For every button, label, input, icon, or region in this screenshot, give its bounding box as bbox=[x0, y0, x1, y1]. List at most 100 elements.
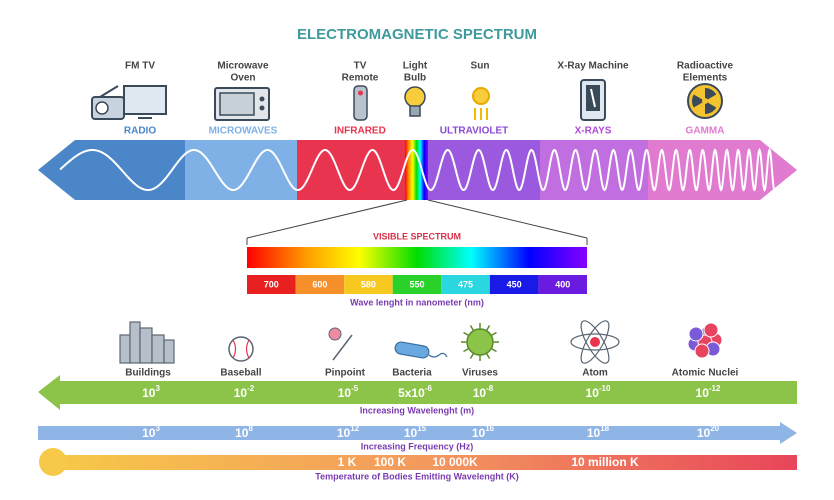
temperature-bar bbox=[50, 455, 797, 470]
source-label: Bulb bbox=[404, 73, 426, 84]
radiation-blade bbox=[705, 101, 717, 114]
frequency-value-base: 10 bbox=[142, 426, 156, 440]
atom-orbit bbox=[580, 320, 610, 364]
temperature-caption: Temperature of Bodies Emitting Wavelengh… bbox=[315, 471, 519, 481]
source-label: Light bbox=[403, 61, 428, 72]
building bbox=[151, 334, 165, 364]
object-label: Buildings bbox=[125, 368, 171, 379]
bulb-base bbox=[409, 105, 421, 117]
frequency-value-base: 10 bbox=[697, 426, 711, 440]
band-label: MICROWAVES bbox=[209, 126, 278, 137]
frequency-value-exponent: 8 bbox=[248, 424, 253, 433]
radiation-blade bbox=[705, 88, 717, 101]
band-label: ULTRAVIOLET bbox=[440, 126, 509, 137]
source-label: Microwave bbox=[217, 61, 269, 72]
spectrum-segment bbox=[297, 140, 405, 200]
nm-label: 550 bbox=[409, 279, 424, 289]
nm-cell bbox=[344, 275, 393, 294]
remote-button bbox=[358, 90, 363, 96]
band-label: INFRARED bbox=[334, 126, 386, 137]
object-label: Pinpoint bbox=[325, 368, 366, 379]
wavelength-value-exponent: 3 bbox=[155, 384, 160, 393]
temperature-value: 10 million K bbox=[571, 455, 639, 469]
spectrum-arrow bbox=[38, 140, 797, 200]
nm-cell bbox=[538, 275, 587, 294]
source-label: X-Ray Machine bbox=[557, 61, 629, 72]
frequency-value-base: 10 bbox=[404, 426, 418, 440]
microwave-door bbox=[219, 92, 255, 116]
wavelength-value-exponent: -2 bbox=[247, 384, 255, 393]
temperature-value: 10 000K bbox=[432, 455, 478, 469]
title: ELECTROMAGNETIC SPECTRUM bbox=[297, 26, 537, 43]
wavelength-caption: Increasing Wavelenght (m) bbox=[360, 405, 474, 415]
object-label: Atom bbox=[582, 368, 608, 379]
nm-cell bbox=[247, 275, 296, 294]
frequency-caption: Increasing Frequency (Hz) bbox=[361, 441, 474, 451]
nucleon bbox=[688, 326, 704, 342]
building bbox=[163, 339, 175, 364]
building bbox=[139, 327, 153, 364]
band-label: GAMMA bbox=[686, 126, 725, 137]
nm-label: 700 bbox=[264, 279, 279, 289]
frequency-value-exponent: 12 bbox=[350, 424, 359, 433]
spectrum-segment bbox=[38, 140, 185, 200]
wavelength-value: 10-2 bbox=[234, 384, 255, 400]
nm-cell bbox=[295, 275, 345, 294]
source-label: Remote bbox=[342, 73, 379, 84]
visible-title: VISIBLE SPECTRUM bbox=[373, 231, 461, 241]
spectrum-segment bbox=[648, 140, 797, 200]
frequency-value: 103 bbox=[142, 424, 160, 440]
source-label: Elements bbox=[683, 73, 728, 84]
wavelength-value: 10-12 bbox=[696, 384, 721, 400]
frequency-value-base: 10 bbox=[472, 426, 486, 440]
wavelength-value: 10-10 bbox=[586, 384, 611, 400]
nm-cell bbox=[441, 275, 490, 294]
frequency-value-base: 10 bbox=[337, 426, 351, 440]
frequency-value-exponent: 16 bbox=[485, 424, 494, 433]
nm-label: 580 bbox=[361, 279, 376, 289]
xray-bone bbox=[590, 88, 596, 108]
spectrum-segment bbox=[405, 140, 428, 200]
frequency-value: 1012 bbox=[337, 424, 360, 440]
building bbox=[119, 334, 131, 364]
wavelength-value-exponent: -5 bbox=[351, 384, 359, 393]
frequency-value-exponent: 20 bbox=[710, 424, 719, 433]
wavelength-value-exponent: -6 bbox=[425, 384, 433, 393]
nm-caption: Wave lenght in nanometer (nm) bbox=[350, 297, 484, 307]
radiation-blade bbox=[692, 94, 705, 108]
wavelength-value: 10-8 bbox=[473, 384, 494, 400]
wavelength-value: 10-5 bbox=[338, 384, 359, 400]
bacteria-tail bbox=[428, 352, 448, 358]
spectrum-segment bbox=[185, 140, 297, 200]
radiation-core bbox=[702, 98, 708, 104]
wavelength-value-exponent: -12 bbox=[709, 384, 721, 393]
radio-speaker bbox=[95, 101, 109, 115]
frequency-arrow bbox=[38, 422, 797, 444]
wavelength-value-base: 10 bbox=[338, 386, 352, 400]
wavelength-value-base: 10 bbox=[586, 386, 600, 400]
nm-cell bbox=[392, 275, 442, 294]
frequency-value-base: 10 bbox=[235, 426, 249, 440]
source-label: FM TV bbox=[125, 61, 155, 72]
bacteria bbox=[394, 341, 430, 359]
visible-bar bbox=[247, 247, 587, 268]
microwave-knob bbox=[259, 96, 265, 102]
object-label: Bacteria bbox=[392, 368, 432, 379]
pin bbox=[332, 334, 353, 361]
spectrum-segment bbox=[428, 140, 540, 200]
frequency-value: 1018 bbox=[587, 424, 610, 440]
wavelength-value: 103 bbox=[142, 384, 160, 400]
wave bbox=[59, 147, 776, 193]
wavelength-arrow bbox=[38, 375, 797, 410]
frequency-value: 1016 bbox=[472, 424, 495, 440]
source-icons bbox=[91, 79, 723, 121]
building bbox=[129, 321, 141, 364]
object-label: Baseball bbox=[220, 368, 261, 379]
source-label: Oven bbox=[230, 73, 255, 84]
object-icons bbox=[119, 320, 723, 364]
baseball bbox=[228, 336, 254, 362]
temperature-value: 100 K bbox=[374, 455, 406, 469]
frequency-value-exponent: 3 bbox=[155, 424, 160, 433]
radio-antenna bbox=[99, 85, 119, 98]
